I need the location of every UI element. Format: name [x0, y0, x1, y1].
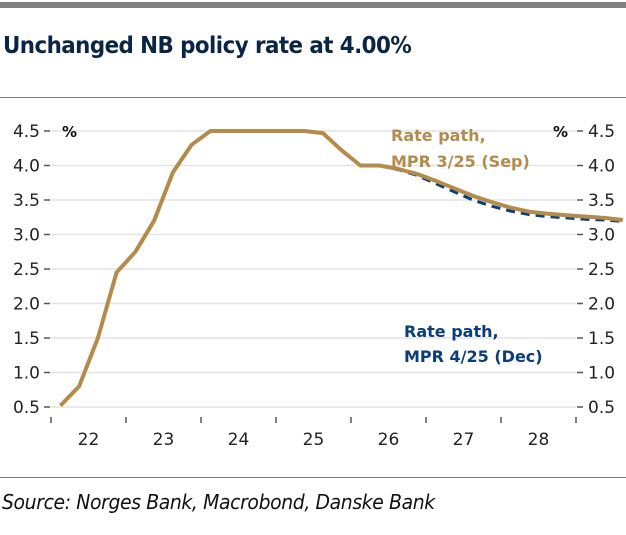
y-tick-label-right: 2.0	[588, 295, 615, 315]
footer-divider	[0, 477, 626, 478]
y-tick-label-left: 3.0	[13, 226, 40, 246]
chart-title: Unchanged NB policy rate at 4.00%	[3, 33, 412, 59]
annotation-sep-line2: MPR 3/25 (Sep)	[391, 152, 530, 171]
y-tick-label-right: 4.5	[588, 122, 615, 142]
y-tick-label-left: 3.5	[13, 191, 40, 211]
title-divider	[0, 97, 626, 98]
top-accent-bar	[0, 2, 626, 8]
y-tick-label-right: 2.5	[588, 260, 615, 280]
source-note: Source: Norges Bank, Macrobond, Danske B…	[2, 490, 435, 514]
x-tick-label: 23	[153, 430, 175, 450]
y-tick-label-right: 4.0	[588, 157, 615, 177]
y-tick-label-left: 2.0	[13, 295, 40, 315]
y-unit-label-left: %	[62, 123, 77, 141]
x-axis: 22 23 24 25 26 27 28	[50, 417, 577, 450]
y-tick-label-left: 0.5	[13, 398, 40, 418]
y-tick-label-right: 3.5	[588, 191, 615, 211]
y-tick-label-left: 1.0	[13, 364, 40, 384]
y-tick-label-left: 2.5	[13, 260, 40, 280]
x-tick-label: 22	[78, 430, 100, 450]
gridlines	[51, 130, 576, 408]
y-tick-label-right: 0.5	[588, 398, 615, 418]
series-line-mpr-4-25-dec	[378, 164, 624, 223]
annotation-dec-line2: MPR 4/25 (Dec)	[404, 347, 543, 366]
x-tick-label: 26	[378, 430, 400, 450]
y-tick-label-right: 1.5	[588, 329, 615, 349]
y-unit-label-right: %	[553, 123, 568, 141]
y-tick-label-left: 4.5	[13, 122, 40, 142]
annotation-sep-line1: Rate path,	[391, 126, 486, 145]
series-line-mpr-3-25-sep	[58, 129, 624, 407]
y-tick-label-left: 1.5	[13, 329, 40, 349]
x-tick-label: 25	[303, 430, 325, 450]
y-axis-left: 0.5 1.0 1.5 2.0 2.5 3.0 3.5 4.0 4.5	[13, 122, 50, 418]
y-tick-label-left: 4.0	[13, 157, 40, 177]
y-axis-right: 0.5 1.0 1.5 2.0 2.5 3.0 3.5 4.0 4.5	[577, 122, 615, 418]
y-tick-label-right: 1.0	[588, 364, 615, 384]
x-tick-label: 27	[453, 430, 475, 450]
x-tick-label: 24	[228, 430, 250, 450]
series-lines	[58, 129, 624, 407]
annotation-dec-line1: Rate path,	[404, 322, 499, 341]
x-tick-label: 28	[528, 430, 550, 450]
y-tick-label-right: 3.0	[588, 226, 615, 246]
